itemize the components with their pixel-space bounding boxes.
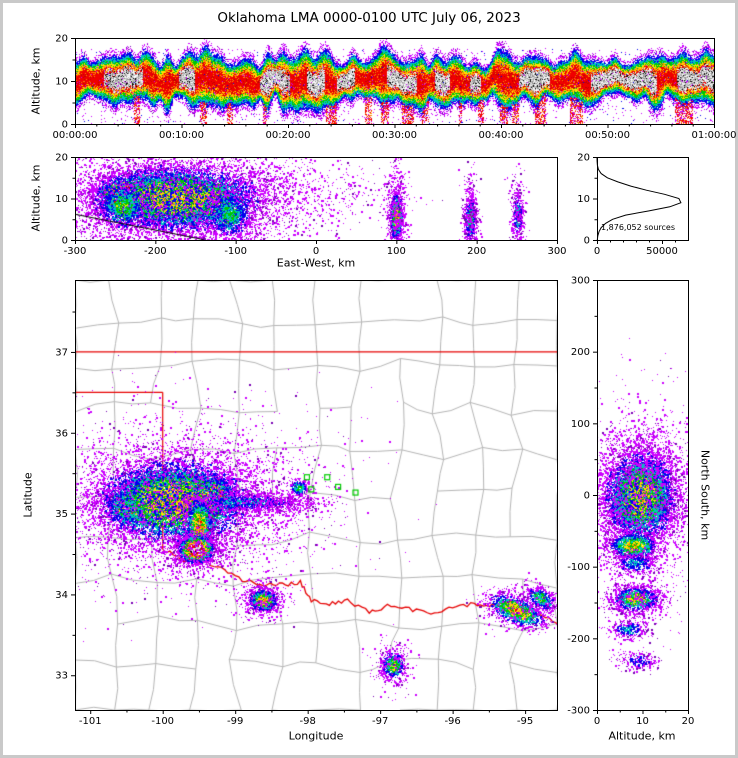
svg-text:200: 200 (571, 347, 590, 358)
svg-text:50000: 50000 (646, 246, 678, 257)
svg-text:20: 20 (55, 34, 68, 45)
svg-text:-200: -200 (144, 246, 167, 257)
svg-text:200: 200 (467, 246, 486, 257)
svg-text:33: 33 (55, 671, 68, 682)
svg-text:00:50:00: 00:50:00 (585, 130, 630, 141)
svg-text:0: 0 (62, 236, 68, 247)
svg-text:20: 20 (55, 153, 68, 164)
svg-text:34: 34 (55, 590, 68, 601)
svg-text:-101: -101 (79, 716, 102, 727)
svg-text:0: 0 (62, 120, 68, 131)
svg-text:-200: -200 (567, 634, 590, 645)
svg-text:300: 300 (571, 276, 590, 287)
svg-text:20: 20 (682, 716, 695, 727)
svg-text:-98: -98 (299, 716, 315, 727)
ns-height-xlabel: Altitude, km (608, 729, 676, 743)
svg-text:100: 100 (571, 419, 590, 430)
svg-text:-300: -300 (567, 706, 590, 717)
svg-text:0: 0 (594, 716, 600, 727)
svg-text:00:10:00: 00:10:00 (159, 130, 204, 141)
svg-text:37: 37 (55, 347, 68, 358)
svg-text:-100: -100 (151, 716, 174, 727)
ns-height-right-ylabel: North South, km (698, 449, 712, 541)
ew-height-xlabel: East-West, km (276, 256, 356, 270)
svg-text:36: 36 (55, 428, 68, 439)
svg-text:-96: -96 (444, 716, 460, 727)
svg-text:01:00:00: 01:00:00 (692, 130, 737, 141)
east-west-height-density-canvas (75, 157, 557, 240)
plan-view-ylabel: Latitude (21, 472, 35, 518)
svg-text:00:40:00: 00:40:00 (479, 130, 524, 141)
svg-text:300: 300 (547, 246, 566, 257)
svg-text:0: 0 (594, 246, 600, 257)
svg-text:-97: -97 (372, 716, 388, 727)
time-height-density-canvas (75, 38, 714, 124)
svg-text:0: 0 (584, 236, 590, 247)
source-count-label: 1,876,052 sources (601, 223, 675, 232)
svg-text:00:20:00: 00:20:00 (266, 130, 311, 141)
svg-text:10: 10 (577, 194, 590, 205)
plan-view-xlabel: Longitude (288, 729, 344, 743)
svg-text:100: 100 (387, 246, 406, 257)
svg-text:-100: -100 (224, 246, 247, 257)
svg-text:10: 10 (636, 716, 649, 727)
svg-text:-99: -99 (227, 716, 243, 727)
plan-view-map-canvas (75, 280, 557, 710)
svg-text:-300: -300 (64, 246, 87, 257)
plot-title: Oklahoma LMA 0000-0100 UTC July 06, 2023 (217, 10, 521, 26)
time-height-ylabel: Altitude, km (29, 47, 43, 115)
svg-text:10: 10 (55, 77, 68, 88)
svg-text:10: 10 (55, 194, 68, 205)
svg-text:00:00:00: 00:00:00 (53, 130, 98, 141)
svg-text:-95: -95 (517, 716, 533, 727)
north-south-height-density-canvas (597, 280, 688, 710)
svg-text:0: 0 (313, 246, 319, 257)
svg-text:00:30:00: 00:30:00 (372, 130, 417, 141)
svg-text:-100: -100 (567, 562, 590, 573)
svg-text:35: 35 (55, 509, 68, 520)
svg-text:20: 20 (577, 153, 590, 164)
ew-height-ylabel: Altitude, km (29, 164, 43, 232)
svg-text:0: 0 (584, 491, 590, 502)
